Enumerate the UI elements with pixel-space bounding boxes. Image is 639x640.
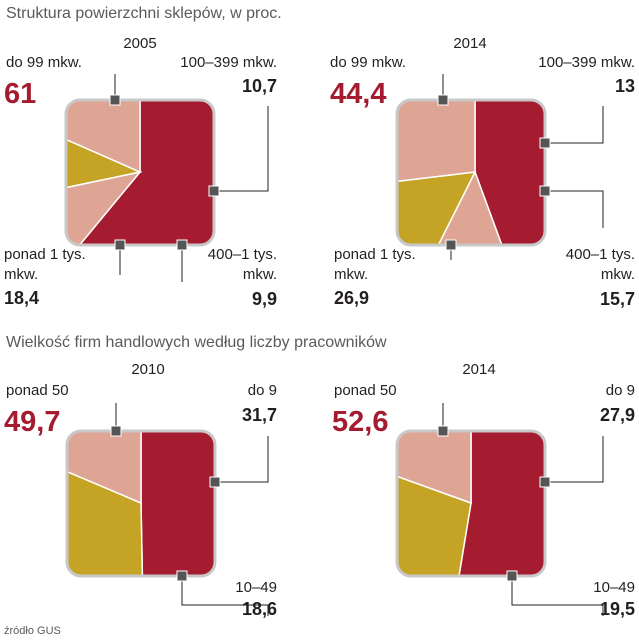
- leader-line: [545, 436, 604, 483]
- slice-value: 27,9: [600, 405, 635, 425]
- leader-marker: [114, 239, 126, 251]
- slice-label: 400–1 tys. mkw.: [208, 246, 277, 283]
- chart-title-2014: 2014: [453, 35, 486, 52]
- pie-frame: [395, 429, 547, 578]
- pie-slices-2010: [67, 431, 215, 576]
- top-section-title: Struktura powierzchni sklepów, w proc.: [6, 5, 282, 22]
- slice-label-line: 400–1 tys.: [566, 246, 635, 263]
- slice-400-1-tys-mkw: [397, 171, 477, 245]
- slice-label-line: ponad 1 tys.: [334, 246, 416, 263]
- slice-label: 400–1 tys. mkw.: [566, 246, 635, 283]
- leader-marker: [539, 185, 551, 197]
- slice-label: 10–49: [235, 579, 277, 596]
- leader-marker: [506, 570, 518, 582]
- slice-do-99-mkw: [66, 100, 214, 245]
- slice-value: 10,7: [242, 76, 277, 96]
- slice-ponad-1-tys-mkw: [397, 100, 476, 192]
- slice-value: 49,7: [4, 406, 60, 438]
- slice-label-line: mkw.: [334, 266, 368, 283]
- chart-title-2014-firms: 2014: [462, 361, 495, 378]
- pie-frame: [64, 98, 216, 247]
- slice-label: do 9: [606, 382, 635, 399]
- slice-ponad-1-tys-mkw: [66, 100, 141, 174]
- pie-body: [67, 431, 215, 576]
- slice-label-line: mkw.: [243, 266, 277, 283]
- chart-2014-shops: 2014 do 99 mkw. 44,4 100–399 mkw. 13 400…: [330, 35, 635, 309]
- slice-value: 18,4: [4, 288, 39, 308]
- leader-marker: [209, 476, 221, 488]
- leader-marker: [109, 94, 121, 106]
- leader-marker: [437, 94, 449, 106]
- slice-10-49: [397, 431, 472, 505]
- slice-label-line: 400–1 tys.: [208, 246, 277, 263]
- leader-marker: [176, 239, 188, 251]
- pie-frame: [65, 429, 217, 578]
- slice-label: ponad 50: [334, 382, 397, 399]
- chart-title-2010: 2010: [131, 361, 164, 378]
- slice-label: do 9: [248, 382, 277, 399]
- leader-line: [511, 576, 604, 616]
- slice-value: 61: [4, 78, 36, 110]
- slice-label: do 99 mkw.: [330, 54, 406, 71]
- leader-marker: [437, 425, 449, 437]
- bottom-section-title: Wielkość firm handlowych według liczby p…: [6, 334, 387, 351]
- slice-ponad-50: [444, 431, 545, 576]
- leader-marker: [208, 185, 220, 197]
- leader-marker: [110, 425, 122, 437]
- chart-2010-firms: 2010 ponad 50 49,7 do 9 31,7 10–49 18,6: [4, 361, 277, 619]
- slice-label: ponad 1 tys. mkw.: [334, 246, 416, 283]
- slice-label-line: ponad 1 tys.: [4, 246, 86, 263]
- slice-do-9: [67, 439, 145, 576]
- slice-label: ponad 1 tys. mkw.: [4, 246, 86, 283]
- leader-marker: [176, 570, 188, 582]
- leader-line: [545, 106, 604, 144]
- pie-body: [66, 100, 214, 245]
- slice-label: ponad 50: [6, 382, 69, 399]
- leader-marker: [445, 239, 457, 251]
- slice-value: 18,6: [242, 599, 277, 619]
- slice-value: 31,7: [242, 405, 277, 425]
- leader-line: [214, 106, 269, 192]
- pie-slices-2005: [66, 100, 214, 245]
- slice-value: 13: [615, 76, 635, 96]
- leader-marker: [539, 137, 551, 149]
- slice-value: 52,6: [332, 406, 388, 438]
- slice-label: 100–399 mkw.: [180, 54, 277, 71]
- slice-label: do 99 mkw.: [6, 54, 82, 71]
- slice-do-9: [397, 447, 472, 576]
- leader-line: [215, 436, 269, 483]
- slice-label-line: mkw.: [601, 266, 635, 283]
- slice-label-line: mkw.: [4, 266, 38, 283]
- pie-frame: [395, 98, 547, 247]
- slice-value: 26,9: [334, 288, 369, 308]
- slice-label: 10–49: [593, 579, 635, 596]
- chart-2005-shops: 2005 do 99 mkw. 61 100–399 mkw. 10,7 400…: [4, 35, 277, 309]
- slice-value: 19,5: [600, 599, 635, 619]
- slice-value: 44,4: [330, 78, 386, 110]
- pie-body: [397, 431, 545, 576]
- leader-marker: [539, 476, 551, 488]
- slice-label: 100–399 mkw.: [538, 54, 635, 71]
- slice-ponad-50: [140, 431, 215, 576]
- source-note: źródło GUS: [4, 625, 61, 637]
- slice-value: 9,9: [252, 289, 277, 309]
- chart-2014-firms: 2014 ponad 50 52,6 do 9 27,9 10–49 19,5: [332, 361, 635, 619]
- slice-100-399-mkw: [66, 170, 142, 245]
- leader-line: [181, 576, 269, 616]
- chart-title-2005: 2005: [123, 35, 156, 52]
- pie-slices-2014-firms: [397, 431, 545, 576]
- slice-10-49: [67, 431, 142, 505]
- leader-line: [545, 190, 604, 228]
- slice-value: 15,7: [600, 289, 635, 309]
